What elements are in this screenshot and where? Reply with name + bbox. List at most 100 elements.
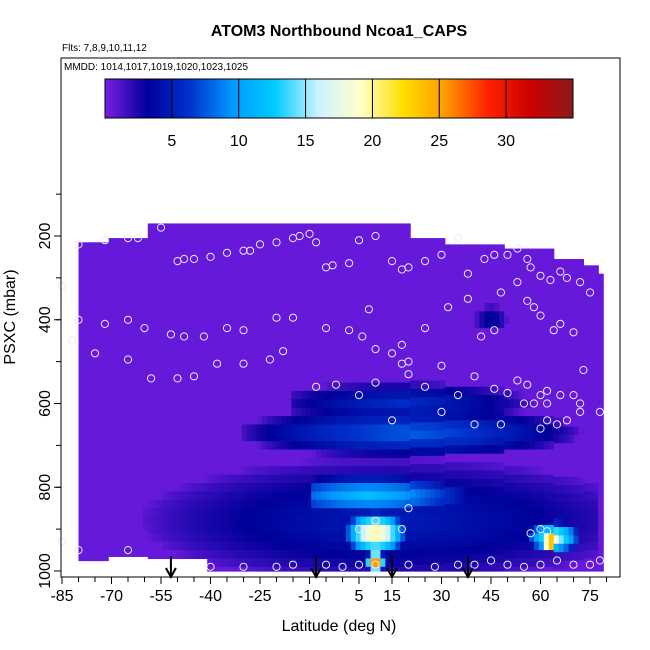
sample-point bbox=[430, 562, 439, 571]
heatmap-cell bbox=[291, 332, 297, 342]
x-tick-label: -55 bbox=[149, 588, 172, 605]
sample-point bbox=[206, 252, 215, 261]
heatmap-cell bbox=[207, 282, 213, 292]
heatmap-cell bbox=[271, 382, 278, 392]
heatmap-cell bbox=[291, 558, 297, 568]
heatmap-cell bbox=[578, 384, 584, 394]
heatmap-cell bbox=[132, 547, 139, 557]
heatmap-cell bbox=[360, 508, 367, 518]
heatmap-cell bbox=[420, 539, 426, 549]
heatmap-cell bbox=[326, 290, 332, 300]
heatmap-cell bbox=[469, 319, 476, 329]
heatmap-cell bbox=[573, 418, 580, 428]
heatmap-cell bbox=[281, 307, 287, 317]
heatmap-cell bbox=[598, 449, 604, 459]
heatmap-cell bbox=[474, 437, 481, 446]
heatmap-cell bbox=[142, 263, 149, 273]
heatmap-cell bbox=[499, 420, 505, 430]
heatmap-cell bbox=[326, 307, 332, 317]
heatmap-cell bbox=[365, 441, 372, 451]
heatmap-cell bbox=[474, 495, 481, 505]
heatmap-cell bbox=[568, 317, 575, 327]
heatmap-cell bbox=[479, 437, 485, 446]
heatmap-cell bbox=[167, 474, 174, 484]
heatmap-cell bbox=[474, 554, 481, 564]
heatmap-cell bbox=[375, 240, 382, 250]
heatmap-cell bbox=[395, 516, 401, 526]
heatmap-cell bbox=[152, 491, 159, 501]
heatmap-cell bbox=[578, 334, 584, 344]
heatmap-cell bbox=[340, 332, 347, 342]
heatmap-cell bbox=[499, 537, 505, 547]
colorbar-gradient bbox=[104, 78, 574, 119]
sample-point bbox=[444, 303, 453, 312]
heatmap-cell bbox=[469, 336, 476, 346]
heatmap-cell bbox=[484, 386, 490, 396]
heatmap-cell bbox=[152, 374, 159, 384]
heatmap-cell bbox=[380, 349, 386, 359]
heatmap-cell bbox=[217, 374, 223, 384]
heatmap-cell bbox=[93, 418, 99, 428]
heatmap-cell bbox=[499, 554, 505, 564]
heatmap-cell bbox=[548, 466, 555, 476]
heatmap-cell bbox=[177, 248, 184, 258]
heatmap-cell bbox=[558, 468, 565, 478]
heatmap-cell bbox=[157, 474, 164, 484]
heatmap-cell bbox=[231, 290, 238, 300]
heatmap-cell bbox=[251, 483, 258, 493]
heatmap-cell bbox=[177, 457, 184, 467]
heatmap-cell bbox=[83, 401, 89, 411]
heatmap-cell bbox=[370, 290, 377, 300]
heatmap-cell bbox=[533, 256, 540, 266]
heatmap-cell bbox=[474, 244, 481, 254]
heatmap-cell bbox=[286, 390, 292, 400]
heatmap-cell bbox=[444, 370, 451, 379]
heatmap-cell bbox=[533, 491, 540, 501]
heatmap-cell bbox=[543, 315, 550, 325]
heatmap-cell bbox=[578, 351, 584, 361]
heatmap-cell bbox=[321, 248, 327, 258]
heatmap-cell bbox=[583, 516, 589, 526]
heatmap-cell bbox=[553, 326, 560, 335]
heatmap-cell bbox=[499, 269, 505, 279]
heatmap-cell bbox=[152, 550, 159, 560]
heatmap-cell bbox=[137, 472, 144, 482]
heatmap-cell bbox=[301, 483, 307, 493]
heatmap-cell bbox=[484, 319, 490, 329]
heatmap-cell bbox=[543, 399, 550, 409]
heatmap-cell bbox=[78, 326, 85, 335]
heatmap-cell bbox=[395, 441, 401, 451]
heatmap-cell bbox=[162, 307, 169, 317]
heatmap-cell bbox=[524, 449, 530, 459]
heatmap-cell bbox=[548, 365, 555, 375]
heatmap-cell bbox=[395, 357, 401, 367]
heatmap-cell bbox=[479, 537, 485, 547]
heatmap-cell bbox=[281, 357, 287, 367]
heatmap-cell bbox=[429, 539, 436, 549]
heatmap-cell bbox=[469, 252, 476, 262]
heatmap-cell bbox=[137, 330, 144, 340]
heatmap-cell bbox=[533, 457, 540, 467]
heatmap-cell bbox=[147, 407, 154, 417]
heatmap-cell bbox=[370, 558, 377, 568]
heatmap-cell bbox=[93, 351, 99, 361]
heatmap-cell bbox=[434, 305, 441, 315]
heatmap-cell bbox=[231, 432, 238, 442]
heatmap-cell bbox=[157, 416, 164, 426]
heatmap-cell bbox=[350, 390, 357, 400]
heatmap-cell bbox=[83, 552, 89, 562]
heatmap-cell bbox=[598, 491, 604, 501]
heatmap-cell bbox=[514, 298, 520, 308]
heatmap-cell bbox=[459, 487, 466, 497]
heatmap-cell bbox=[543, 432, 550, 442]
heatmap-cell bbox=[395, 315, 401, 325]
heatmap-cell bbox=[157, 290, 164, 300]
heatmap-cell bbox=[108, 330, 114, 340]
heatmap-cell bbox=[311, 474, 317, 484]
heatmap-cell bbox=[227, 290, 233, 300]
heatmap-cell bbox=[212, 382, 218, 392]
heatmap-cell bbox=[182, 282, 188, 292]
heatmap-cell bbox=[197, 273, 203, 283]
heatmap-cell bbox=[528, 541, 535, 551]
heatmap-cell bbox=[142, 547, 149, 557]
